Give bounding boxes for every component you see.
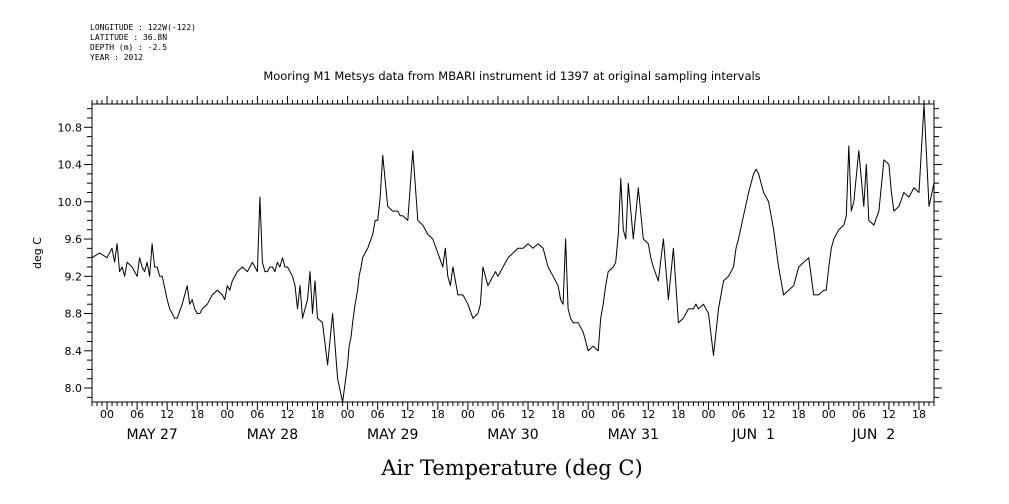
x-hour-label: 12 (160, 408, 174, 421)
x-hour-label: 00 (701, 408, 715, 421)
y-tick-label: 8.4 (65, 345, 83, 358)
y-tick-label: 10.8 (58, 121, 83, 134)
x-hour-label: 00 (581, 408, 595, 421)
y-tick-label: 8.8 (65, 308, 83, 321)
y-tick-label: 10.4 (58, 159, 83, 172)
x-day-label: MAY 27 (126, 427, 177, 443)
x-hour-label: 12 (521, 408, 535, 421)
y-tick-label: 10.0 (58, 196, 83, 209)
y-axis-label: deg C (31, 237, 44, 269)
meta-year: YEAR : 2012 (90, 53, 143, 62)
x-day-label: JUN 1 (731, 427, 775, 443)
x-axis: 00 06 12 18 00 06 12 18 00 06 12 18 00 06 12 18 00 06 12 18… (91, 96, 935, 443)
x-day-label: MAY 28 (247, 427, 298, 443)
x-hour-label: 06 (491, 408, 505, 421)
series-layer (91, 103, 935, 403)
x-hour-label: 18 (311, 408, 325, 421)
x-hour-label: 18 (431, 408, 445, 421)
y-tick-label: 9.2 (65, 270, 83, 283)
x-hour-label: 06 (611, 408, 625, 421)
meta-latitude: LATITUDE : 36.8N (90, 33, 167, 42)
x-day-label: MAY 31 (608, 427, 659, 443)
x-hour-label: 12 (882, 408, 896, 421)
y-axis: 8.0 8.4 8.8 9.2 9.6 10.0 10.4 10.8 (58, 108, 942, 398)
x-hour-label: 18 (671, 408, 685, 421)
x-hour-label: 06 (130, 408, 144, 421)
x-hour-label: 06 (250, 408, 264, 421)
x-day-label: JUN 2 (852, 427, 896, 443)
meta-longitude: LONGITUDE : 122W(-122) (90, 23, 196, 32)
x-hour-label: 12 (762, 408, 776, 421)
x-hour-label: 18 (912, 408, 926, 421)
x-hour-label: 00 (341, 408, 355, 421)
x-hour-label: 18 (792, 408, 806, 421)
chart-title: Mooring M1 Metsys data from MBARI instru… (263, 69, 760, 83)
y-tick-label: 8.0 (65, 382, 83, 395)
x-hour-label: 18 (551, 408, 565, 421)
x-hour-label: 06 (732, 408, 746, 421)
x-hour-label: 00 (822, 408, 836, 421)
x-hour-label: 06 (371, 408, 385, 421)
x-hour-label: 00 (220, 408, 234, 421)
x-hour-label: 12 (401, 408, 415, 421)
x-hour-label: 18 (190, 408, 204, 421)
x-hour-label: 00 (100, 408, 114, 421)
x-hour-label: 12 (280, 408, 294, 421)
metadata-block: LONGITUDE : 122W(-122) LATITUDE : 36.8N … (90, 23, 196, 62)
x-hour-label: 12 (641, 408, 655, 421)
y-tick-label: 9.6 (65, 233, 83, 246)
air-temperature-line (91, 103, 935, 403)
x-day-label: MAY 30 (487, 427, 538, 443)
x-axis-label: Air Temperature (deg C) (380, 456, 642, 480)
x-day-label: MAY 29 (367, 427, 418, 443)
x-hour-label: 06 (852, 408, 866, 421)
x-hour-label: 00 (461, 408, 475, 421)
meta-depth: DEPTH (m) : -2.5 (90, 43, 167, 52)
